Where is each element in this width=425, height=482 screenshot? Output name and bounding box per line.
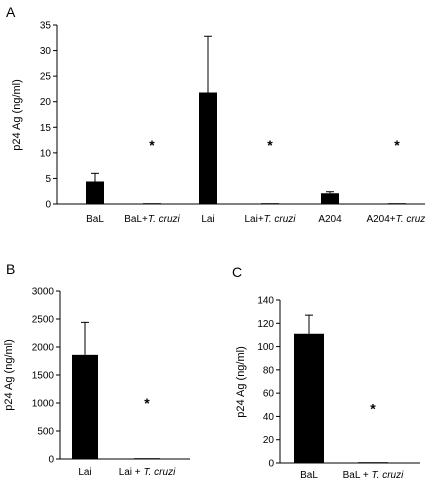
panel-b-y-tick-label: 1000 <box>32 399 55 410</box>
panel-b-x-tick-label: Lai <box>78 467 91 478</box>
panel-a-y-tick-label: 25 <box>40 72 52 83</box>
panel-a-significance-star: * <box>267 137 273 153</box>
panel-b-y-tick-label: 2000 <box>32 343 55 354</box>
panel-a-x-tick-label: A204 <box>318 214 342 225</box>
panel-c-y-tick-label: 60 <box>263 389 275 400</box>
panel-c-y-tick-label: 140 <box>257 296 274 307</box>
panel-a-x-tick-label: Lai <box>201 214 214 225</box>
panel-a-y-tick-label: 30 <box>40 46 52 57</box>
panel-a-bar <box>261 203 279 204</box>
panel-a-y-tick-label: 10 <box>40 148 52 159</box>
panel-b-y-tick-label: 500 <box>37 427 54 438</box>
panel-b-bar <box>134 458 160 459</box>
panel-b-bar <box>72 354 98 459</box>
panel-c-x-tick-label: BaL <box>300 470 318 481</box>
panel-b-y-tick-label: 0 <box>48 455 54 466</box>
panel-a-y-tick-label: 0 <box>45 200 51 211</box>
panel-c-y-tick-label: 40 <box>263 412 275 423</box>
panel-c-y-tick-label: 100 <box>257 342 274 353</box>
panel-b-letter: B <box>6 261 15 277</box>
panel-a-letter: A <box>6 4 16 20</box>
panel-c-y-tick-label: 0 <box>268 459 274 470</box>
panel-b-y-tick-label: 2500 <box>32 315 55 326</box>
panel-b-y-axis-label: p24 Ag (ng/ml) <box>3 339 15 411</box>
panel-a-y-tick-label: 15 <box>40 123 52 134</box>
panel-c-bar <box>294 333 324 463</box>
panel-a-significance-star: * <box>394 137 400 153</box>
panel-a-y-tick-label: 5 <box>45 174 51 185</box>
panel-c-y-tick-label: 120 <box>257 319 274 330</box>
panel-b-y-tick-label: 1500 <box>32 371 55 382</box>
panel-c-x-tick-label: BaL + T. cruzi <box>343 470 404 481</box>
panel-a-bar <box>388 203 406 204</box>
panel-a-bar <box>321 193 339 204</box>
panel-a-y-tick-label: 35 <box>40 21 52 32</box>
panel-c-y-axis-label: p24 Ag (ng/ml) <box>235 346 247 418</box>
panel-a-y-tick-label: 20 <box>40 97 52 108</box>
panel-a-bar <box>199 92 217 204</box>
panel-b-significance-star: * <box>144 395 150 411</box>
panel-c-letter: C <box>232 264 242 280</box>
panel-c-y-tick-label: 80 <box>263 365 275 376</box>
panel-c-bar <box>358 462 388 463</box>
panel-b-y-tick-label: 3000 <box>32 287 55 298</box>
panel-a-bar <box>86 181 104 204</box>
panel-c-y-tick-label: 20 <box>263 435 275 446</box>
panel-a-x-tick-label: BaL+T. cruzi <box>124 214 180 225</box>
panel-b-x-tick-label: Lai + T. cruzi <box>119 467 176 478</box>
panel-c-significance-star: * <box>370 401 376 417</box>
panel-a-x-tick-label: Lai+T. cruzi <box>244 214 296 225</box>
panel-a-significance-star: * <box>149 137 155 153</box>
panel-a-x-tick-label: A204+T. cruzi <box>366 214 425 225</box>
panel-a-bar <box>143 203 161 204</box>
panel-a-y-axis-label: p24 Ag (ng/ml) <box>11 79 23 151</box>
panel-a-x-tick-label: BaL <box>86 214 104 225</box>
